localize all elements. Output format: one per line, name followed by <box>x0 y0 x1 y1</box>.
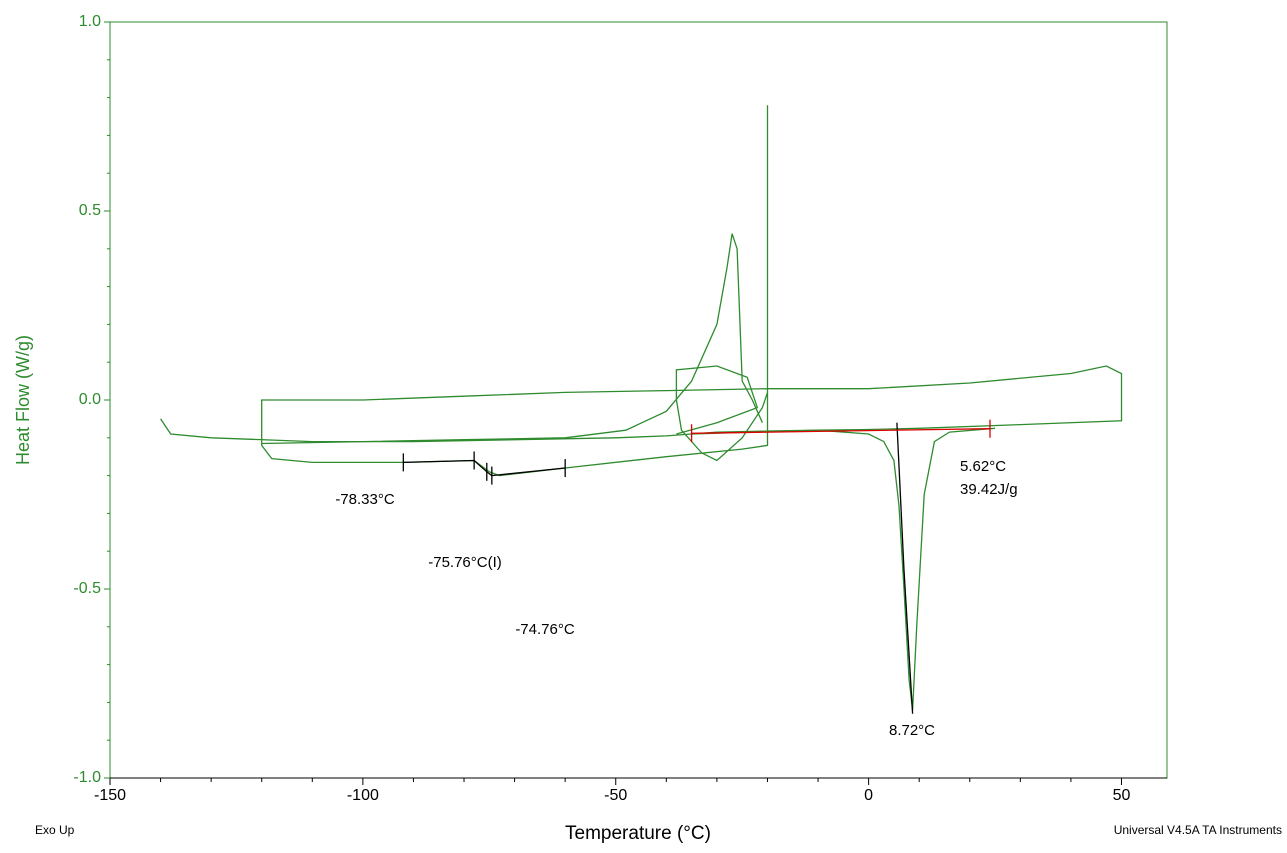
y-tick-label: -0.5 <box>73 580 101 597</box>
x-tick-label: 0 <box>864 787 873 804</box>
trace <box>261 233 763 445</box>
trace <box>160 105 1123 477</box>
y-tick-label: 0.0 <box>79 391 101 408</box>
x-tick-label: -50 <box>604 787 627 804</box>
footer-right: Universal V4.5A TA Instruments <box>1114 823 1282 837</box>
x-tick-label: -100 <box>347 787 379 804</box>
annotation: -75.76°C(I) <box>428 554 502 571</box>
x-tick-label: -150 <box>94 787 126 804</box>
y-tick-label: -1.0 <box>73 769 101 786</box>
annotation: 5.62°C <box>960 458 1006 475</box>
trace <box>691 427 996 711</box>
x-tick-label: 50 <box>1113 787 1131 804</box>
annotation: -78.33°C <box>335 491 395 508</box>
annotation: 8.72°C <box>889 722 935 739</box>
annotation: 39.42J/g <box>960 481 1018 498</box>
annotation: -74.76°C <box>515 621 575 638</box>
footer-left: Exo Up <box>35 823 75 837</box>
trace <box>691 428 991 434</box>
y-tick-label: 0.5 <box>79 202 101 219</box>
trace <box>896 422 914 714</box>
y-tick-label: 1.0 <box>79 13 101 30</box>
x-axis-label: Temperature (°C) <box>565 823 711 844</box>
y-axis-label: Heat Flow (W/g) <box>13 335 33 465</box>
